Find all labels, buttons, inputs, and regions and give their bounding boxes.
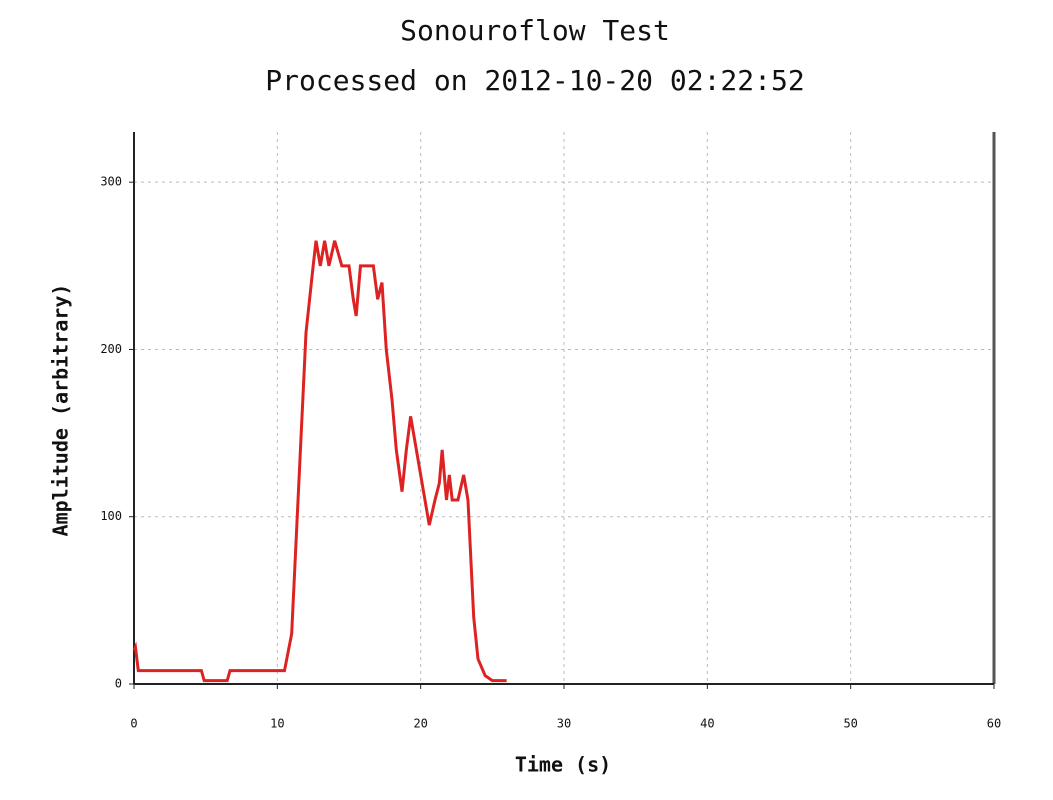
y-tick-label: 200 — [100, 342, 122, 356]
x-tick-label: 10 — [270, 717, 284, 731]
data-line — [132, 240, 507, 683]
x-tick-label: 40 — [700, 717, 714, 731]
chart-subtitle: Processed on 2012-10-20 02:22:52 — [265, 64, 804, 97]
x-tick-label: 50 — [843, 717, 857, 731]
x-tick-label: 60 — [987, 717, 1001, 731]
y-axis-label: Amplitude (arbitrary) — [49, 284, 73, 537]
x-axis-label: Time (s) — [515, 753, 611, 777]
chart-title: Sonouroflow Test — [400, 14, 670, 47]
y-tick-label: 0 — [115, 677, 122, 691]
x-tick-label: 20 — [413, 717, 427, 731]
x-tick-label: 0 — [130, 717, 137, 731]
x-tick-label: 30 — [557, 717, 571, 731]
y-tick-label: 100 — [100, 509, 122, 523]
y-tick-label: 300 — [100, 175, 122, 189]
grid — [133, 132, 995, 685]
